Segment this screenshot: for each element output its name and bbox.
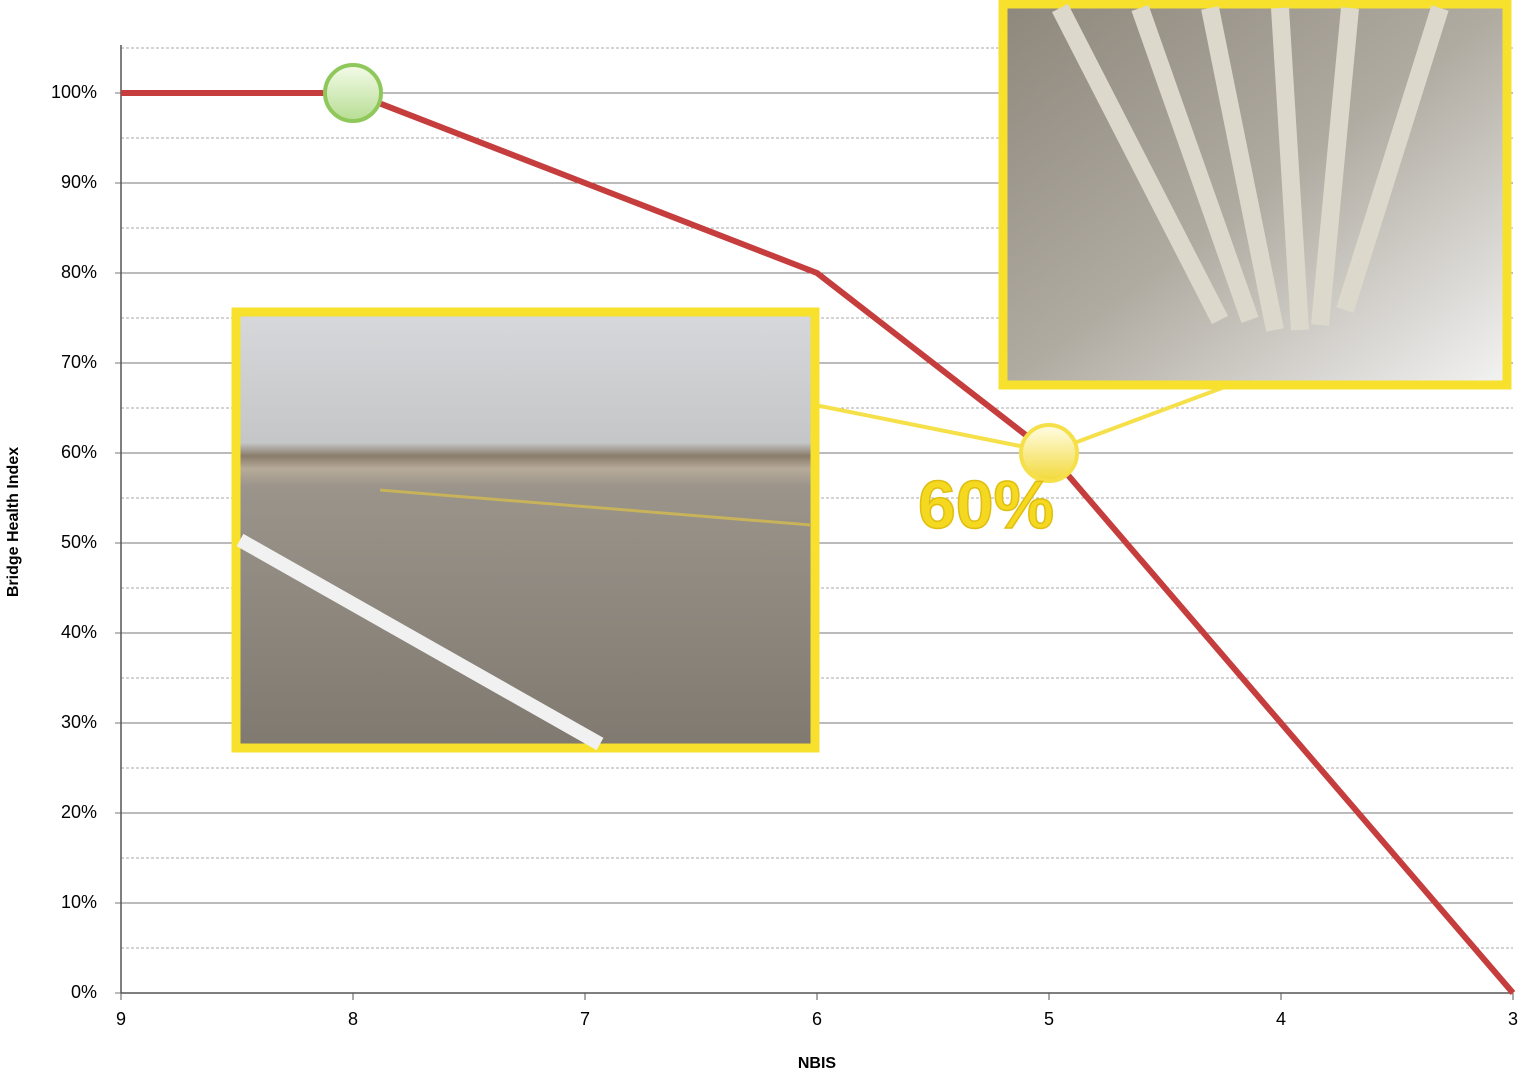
y-tick-label: 80% [61,262,97,282]
marker [1019,423,1079,483]
marker [323,63,383,123]
photo-detail [1051,3,1449,332]
y-tick-label: 100% [51,82,97,102]
x-axis-title: NBIS [798,1055,837,1072]
y-tick-label: 0% [71,982,97,1002]
connector [1049,383,1231,454]
deck-photo [231,307,820,753]
y-tick-label: 40% [61,622,97,642]
x-tick-label: 3 [1508,1009,1518,1029]
annotation: 60% [918,467,1054,543]
y-axis-title: Bridge Health Index [5,447,22,597]
x-tick-label: 6 [812,1009,822,1029]
x-tick-label: 4 [1276,1009,1286,1029]
y-tick-label: 10% [61,892,97,912]
y-tick-label: 90% [61,172,97,192]
photo-detail [379,488,812,527]
x-tick-label: 7 [580,1009,590,1029]
connector [814,403,1051,454]
x-tick-label: 8 [348,1009,358,1029]
y-tick-label: 70% [61,352,97,372]
photo-detail [236,533,604,751]
y-tick-label: 50% [61,532,97,552]
x-tick-label: 9 [116,1009,126,1029]
y-tick-label: 30% [61,712,97,732]
plot: 0% 10% 20% 30% 40% 50% 60% 70% 80% 90% 100% 9 8 7 6 5 4 3… [51,45,1518,1029]
photos [231,0,1512,753]
y-tick-label: 60% [61,442,97,462]
x-tick-label: 5 [1044,1009,1054,1029]
y-tick-label: 20% [61,802,97,822]
